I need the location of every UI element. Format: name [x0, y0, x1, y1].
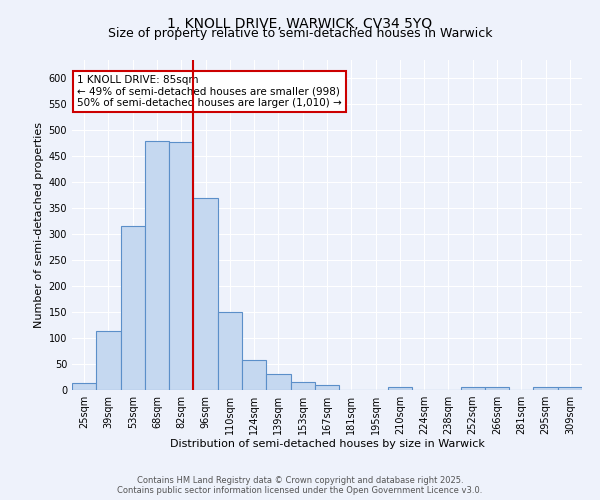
Bar — [461, 387, 485, 390]
Y-axis label: Number of semi-detached properties: Number of semi-detached properties — [34, 122, 44, 328]
X-axis label: Distribution of semi-detached houses by size in Warwick: Distribution of semi-detached houses by … — [170, 438, 484, 448]
Bar — [72, 383, 96, 390]
Bar — [218, 312, 242, 390]
Bar — [315, 385, 339, 390]
Bar — [558, 388, 582, 390]
Text: Contains HM Land Registry data © Crown copyright and database right 2025.
Contai: Contains HM Land Registry data © Crown c… — [118, 476, 482, 495]
Bar — [290, 382, 315, 390]
Text: 1, KNOLL DRIVE, WARWICK, CV34 5YQ: 1, KNOLL DRIVE, WARWICK, CV34 5YQ — [167, 18, 433, 32]
Bar — [242, 360, 266, 390]
Bar — [145, 140, 169, 390]
Text: 1 KNOLL DRIVE: 85sqm
← 49% of semi-detached houses are smaller (998)
50% of semi: 1 KNOLL DRIVE: 85sqm ← 49% of semi-detac… — [77, 75, 342, 108]
Bar — [121, 226, 145, 390]
Bar — [485, 388, 509, 390]
Bar — [169, 142, 193, 390]
Bar — [193, 198, 218, 390]
Bar — [533, 388, 558, 390]
Bar — [266, 374, 290, 390]
Bar — [388, 388, 412, 390]
Bar — [96, 332, 121, 390]
Text: Size of property relative to semi-detached houses in Warwick: Size of property relative to semi-detach… — [108, 28, 492, 40]
